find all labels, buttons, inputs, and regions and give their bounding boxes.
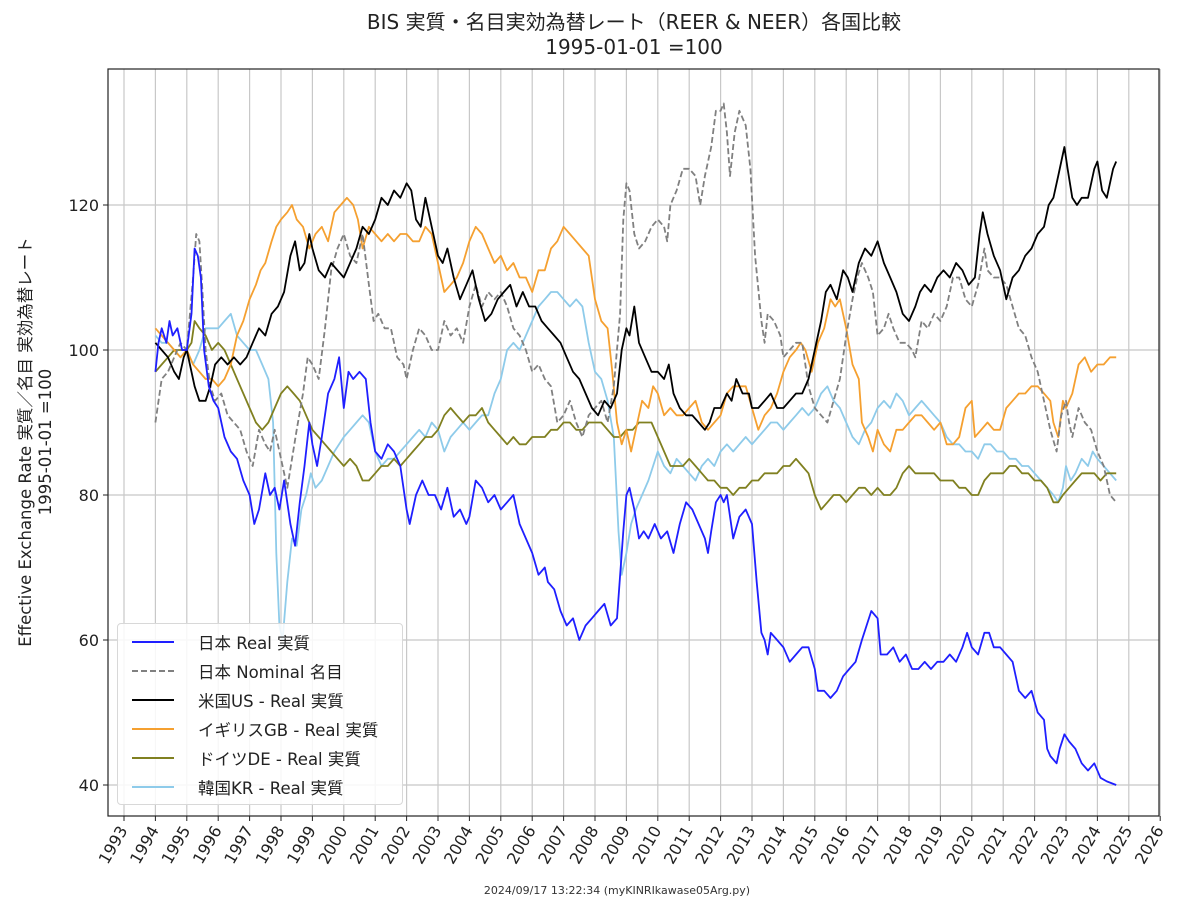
legend-item: ドイツDE - Real 実質 [118,744,361,772]
x-tick-label: 2008 [566,823,603,868]
x-tick-label: 2019 [911,823,948,868]
x-tick-label: 2007 [534,823,571,868]
x-tick-label: 2011 [660,823,697,868]
y-tick-label: 80 [79,486,99,505]
y-tick-label: 60 [79,631,99,650]
x-tick-label: 2009 [597,823,634,868]
x-tick-label: 2024 [1068,823,1105,868]
x-tick-label: 2020 [942,823,979,868]
x-tick-label: 2004 [440,823,477,868]
x-tick-label: 2003 [409,823,446,868]
legend-swatch [132,728,174,730]
x-axis-ticks: 1993199419951996199719981999200020012002… [95,816,1168,867]
legend-swatch [132,757,174,759]
x-tick-label: 1995 [157,823,194,868]
y-tick-label: 40 [79,776,99,795]
x-tick-label: 2001 [346,823,383,868]
legend-swatch [132,670,174,672]
series-line-2 [154,146,1118,431]
legend-label: イギリスGB - Real 実質 [198,721,379,740]
x-tick-label: 2026 [1131,823,1168,868]
x-tick-label: 2025 [1099,823,1136,868]
x-tick-label: 1994 [126,823,163,868]
legend-swatch [132,699,174,701]
legend-label: 日本 Nominal 名目 [198,663,343,682]
x-tick-label: 2005 [471,823,508,868]
y-tick-label: 100 [68,341,99,360]
series-line-0 [154,247,1117,786]
x-tick-label: 1999 [283,823,320,868]
legend-item: 日本 Real 実質 [118,628,310,656]
x-tick-label: 2014 [754,823,791,868]
chart-title: BIS 実質・名目実効為替レート（REER & NEER）各国比較 1995-0… [0,10,1200,60]
legend-item: 日本 Nominal 名目 [118,657,343,685]
series-line-1 [154,102,1117,503]
x-tick-label: 2006 [503,823,540,868]
chart-title-main: BIS 実質・名目実効為替レート（REER & NEER）各国比較 [366,10,902,34]
chart-subtitle: 1995-01-01 =100 [545,35,723,59]
x-tick-label: 2018 [880,823,917,868]
legend-item: 米国US - Real 実質 [118,686,344,714]
x-tick-label: 2012 [691,823,728,868]
x-tick-label: 1996 [189,823,226,868]
x-tick-label: 2021 [974,822,1011,867]
legend-swatch [132,641,174,643]
x-tick-label: 1998 [252,823,289,868]
legend-label: ドイツDE - Real 実質 [198,750,361,769]
legend-label: 日本 Real 実質 [198,634,311,653]
x-tick-label: 2022 [1005,823,1042,868]
legend-label: 韓国KR - Real 実質 [198,779,344,798]
legend-item: イギリスGB - Real 実質 [118,715,378,743]
y-tick-label: 120 [68,196,99,215]
legend-item: 韓国KR - Real 実質 [118,773,344,801]
legend-label: 米国US - Real 実質 [198,692,344,711]
series-lines [154,102,1118,786]
legend-swatch [132,786,174,788]
x-tick-label: 2013 [723,823,760,868]
x-tick-label: 2016 [817,823,854,868]
legend: 日本 Real 実質日本 Nominal 名目 米国US - Real 実質イギリ… [117,623,403,805]
x-tick-label: 2017 [848,823,885,868]
x-tick-label: 2023 [1037,823,1074,868]
x-tick-label: 1993 [95,823,132,868]
x-tick-label: 2002 [377,823,414,868]
x-tick-label: 2000 [314,823,351,868]
series-line-5 [154,291,1117,641]
plot-frame [107,68,1160,817]
footer-timestamp: 2024/09/17 13:22:34 (myKINRIkawase05Arg.… [483,884,751,897]
y-axis-ticks: 40 60 80 100 120 [68,196,108,795]
x-tick-label: 2010 [628,823,665,868]
series-line-3 [154,196,1117,453]
x-tick-label: 2015 [785,823,822,868]
x-tick-label: 1997 [220,823,257,868]
